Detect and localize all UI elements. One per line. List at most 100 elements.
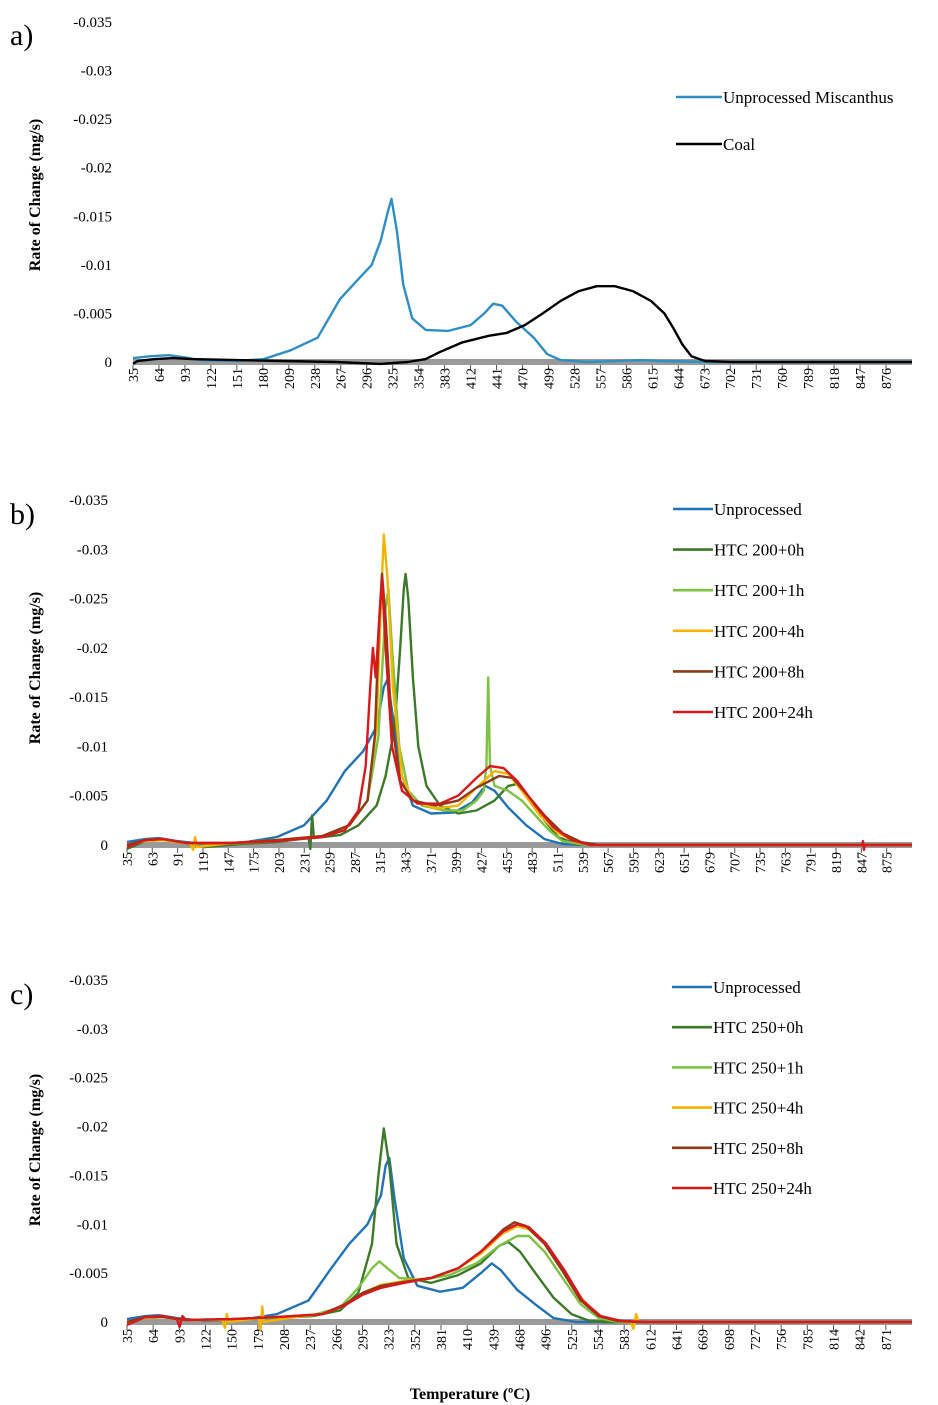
y-tick-label: 0 xyxy=(105,355,113,371)
x-tick-label: 595 xyxy=(627,852,642,873)
y-tick-label: -0.03 xyxy=(81,64,112,80)
x-tick-label: 586 xyxy=(620,368,635,389)
x-tick-label: 876 xyxy=(880,368,895,389)
x-tick-label: 91 xyxy=(172,852,187,866)
x-tick-label: 150 xyxy=(226,1329,241,1350)
series-line-5 xyxy=(126,1221,912,1324)
x-tick-label: 238 xyxy=(309,368,324,389)
x-tick-label: 470 xyxy=(517,368,532,389)
y-tick-label: -0.015 xyxy=(69,690,108,706)
x-tick-label: 567 xyxy=(602,852,617,873)
x-tick-label: 791 xyxy=(805,852,820,873)
series-line-3 xyxy=(126,1234,912,1324)
x-tick-label: 315 xyxy=(374,852,389,873)
legend-label: HTC 200+0h xyxy=(714,541,805,560)
x-tick-label: 175 xyxy=(248,852,263,873)
y-tick-label: -0.015 xyxy=(69,1168,108,1184)
x-tick-label: 789 xyxy=(802,368,817,389)
x-tick-label: 875 xyxy=(881,852,896,873)
x-tick-label: 412 xyxy=(465,368,480,389)
x-tick-label: 511 xyxy=(551,852,566,872)
x-tick-label: 557 xyxy=(594,368,609,389)
x-tick-label: 354 xyxy=(413,368,428,389)
x-tick-label: 735 xyxy=(754,852,769,873)
x-tick-label: 237 xyxy=(304,1329,319,1350)
x-tick-label: 612 xyxy=(644,1329,659,1350)
panel-letter: c) xyxy=(10,978,33,1011)
x-tick-label: 259 xyxy=(324,852,339,873)
panel-letter: a) xyxy=(10,19,33,52)
y-tick-label: -0.02 xyxy=(81,161,112,177)
y-tick-label: -0.01 xyxy=(77,739,108,755)
legend-label: HTC 200+8h xyxy=(714,662,805,681)
x-tick-label: 539 xyxy=(577,852,592,873)
x-tick-label: 496 xyxy=(540,1329,555,1350)
series-line-2 xyxy=(132,285,912,366)
legend-label: Coal xyxy=(723,135,755,154)
y-tick-label: -0.035 xyxy=(69,973,108,989)
y-tick-label: -0.005 xyxy=(73,306,112,322)
x-tick-label: 119 xyxy=(197,852,212,872)
x-tick-label: 179 xyxy=(252,1329,267,1350)
x-tick-label: 209 xyxy=(283,368,298,389)
legend-label: HTC 250+8h xyxy=(713,1139,804,1158)
x-tick-label: 203 xyxy=(273,852,288,873)
x-tick-label: 381 xyxy=(435,1329,450,1350)
y-tick-label: -0.02 xyxy=(77,641,108,657)
x-tick-label: 702 xyxy=(724,368,739,389)
y-tick-label: -0.025 xyxy=(69,1071,108,1087)
x-tick-label: 679 xyxy=(703,852,718,873)
series-line-6 xyxy=(126,1223,912,1329)
x-tick-label: 763 xyxy=(779,852,794,873)
x-tick-label: 583 xyxy=(618,1329,633,1350)
chart-panel-2: b)Rate of Change (mg/s)-0.035-0.03-0.025… xyxy=(10,493,912,873)
x-tick-label: 439 xyxy=(487,1329,502,1350)
y-tick-label: -0.015 xyxy=(73,209,112,225)
legend-label: HTC 200+4h xyxy=(714,622,805,641)
x-tick-label: 615 xyxy=(646,368,661,389)
x-tick-label: 151 xyxy=(231,368,246,389)
x-tick-label: 122 xyxy=(200,1329,215,1350)
x-tick-label: 296 xyxy=(361,368,376,389)
chart-panel-1: a)Rate of Change (mg/s)-0.035-0.03-0.025… xyxy=(10,15,912,389)
x-tick-label: 651 xyxy=(678,852,693,873)
x-tick-label: 64 xyxy=(147,1329,162,1343)
chart-panel-3: c)Rate of Change (mg/s)-0.035-0.03-0.025… xyxy=(10,973,912,1403)
x-tick-label: 287 xyxy=(349,852,364,873)
x-tick-label: 760 xyxy=(776,368,791,389)
x-tick-label: 731 xyxy=(750,368,765,389)
x-tick-label: 554 xyxy=(592,1329,607,1350)
x-tick-label: 410 xyxy=(461,1329,476,1350)
x-tick-label: 483 xyxy=(526,852,541,873)
x-tick-label: 756 xyxy=(775,1329,790,1350)
x-tick-label: 63 xyxy=(146,852,161,866)
x-tick-label: 323 xyxy=(383,1329,398,1350)
x-tick-label: 208 xyxy=(278,1329,293,1350)
x-tick-label: 93 xyxy=(179,368,194,382)
series-line-4 xyxy=(126,1225,912,1331)
x-tick-label: 785 xyxy=(801,1329,816,1350)
x-tick-label: 641 xyxy=(671,1329,686,1350)
x-tick-label: 871 xyxy=(880,1329,895,1350)
x-tick-label: 455 xyxy=(501,852,516,873)
y-tick-label: 0 xyxy=(101,1315,109,1331)
x-tick-label: 267 xyxy=(335,368,350,389)
x-tick-label: 343 xyxy=(400,852,415,873)
legend-label: Unprocessed xyxy=(713,978,801,997)
x-tick-label: 819 xyxy=(830,852,845,873)
y-tick-label: -0.005 xyxy=(69,1266,108,1282)
x-tick-label: 499 xyxy=(542,368,557,389)
y-tick-label: -0.025 xyxy=(69,592,108,608)
x-tick-label: 325 xyxy=(387,368,402,389)
x-tick-label: 468 xyxy=(514,1329,529,1350)
x-tick-label: 371 xyxy=(425,852,440,873)
y-tick-label: -0.01 xyxy=(81,258,112,274)
legend-label: HTC 250+24h xyxy=(713,1179,812,1198)
x-tick-label: 147 xyxy=(222,852,237,873)
legend-label: HTC 250+1h xyxy=(713,1058,804,1077)
legend-label: Unprocessed xyxy=(714,500,802,519)
y-tick-label: -0.02 xyxy=(77,1120,108,1136)
x-tick-label: 698 xyxy=(723,1329,738,1350)
y-tick-label: -0.035 xyxy=(73,15,112,31)
